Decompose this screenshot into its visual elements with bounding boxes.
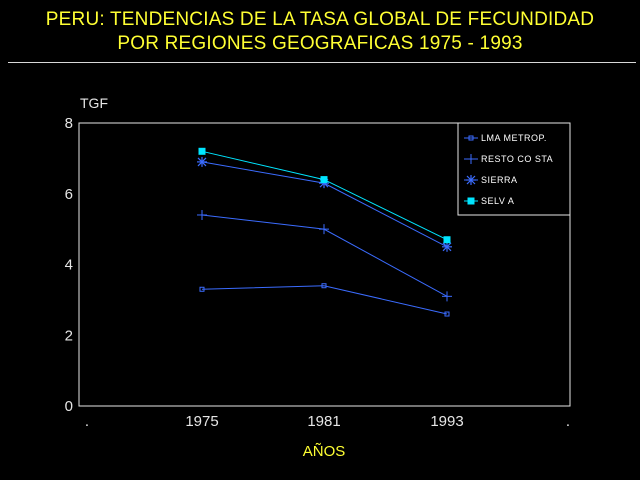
y-tick-label: 0 (65, 398, 73, 415)
x-tick-label: 1981 (307, 413, 340, 430)
series-line-1 (199, 283, 450, 317)
data-point-marker (444, 311, 450, 317)
y-tick-label: 6 (65, 186, 73, 203)
legend-label: RESTO CO STA (481, 154, 553, 164)
chart-title-line-2: POR REGIONES GEOGRAFICAS 1975 - 1993 (117, 33, 523, 54)
y-tick-label: 4 (65, 257, 73, 274)
x-tick-labels: 1975 1981 1993 (185, 413, 463, 430)
legend-item: SIERRA (464, 175, 518, 185)
x-axis-label: AÑOS (303, 443, 346, 460)
title-divider (8, 62, 636, 63)
legend-item: LMA METROP. (464, 133, 547, 143)
data-point-marker (467, 197, 475, 205)
y-tick-labels: 0 2 4 6 8 (65, 115, 73, 415)
data-point-marker (197, 209, 207, 220)
series-line-4 (198, 147, 451, 244)
series-line-3 (197, 156, 452, 252)
legend-label: SIERRA (481, 175, 518, 185)
x-tick-label: 1975 (185, 413, 218, 430)
data-point-marker (442, 241, 452, 252)
chart-title-line-1: PERU: TENDENCIAS DE LA TASA GLOBAL DE FE… (45, 9, 595, 30)
data-point-marker (319, 224, 329, 235)
legend-label: SELV A (481, 196, 514, 206)
data-point-marker (320, 176, 328, 184)
data-point-marker (197, 156, 207, 167)
y-tick-label: 2 (65, 327, 73, 344)
data-point-marker (466, 175, 476, 185)
series-line-2 (197, 209, 452, 302)
series-path (201, 285, 448, 315)
x-axis-left-dot: . (85, 413, 89, 430)
legend: LMA METROP. RESTO CO STA SIERRA SELV A (464, 133, 553, 206)
data-point-marker (466, 154, 476, 164)
data-point-marker (468, 135, 474, 141)
data-point-marker (442, 291, 452, 302)
legend-item: RESTO CO STA (464, 154, 553, 164)
data-point-marker (199, 286, 205, 292)
data-point-marker (321, 283, 327, 289)
y-axis-label: TGF (80, 95, 108, 111)
series-group (197, 147, 452, 317)
legend-label: LMA METROP. (481, 133, 547, 143)
y-tick-label: 8 (65, 115, 73, 132)
data-point-marker (198, 147, 206, 155)
x-tick-label: 1993 (430, 413, 463, 430)
plot-area-frame (78, 122, 571, 407)
data-point-marker (443, 236, 451, 244)
legend-item: SELV A (464, 196, 514, 206)
x-axis-right-dot: . (566, 413, 570, 430)
